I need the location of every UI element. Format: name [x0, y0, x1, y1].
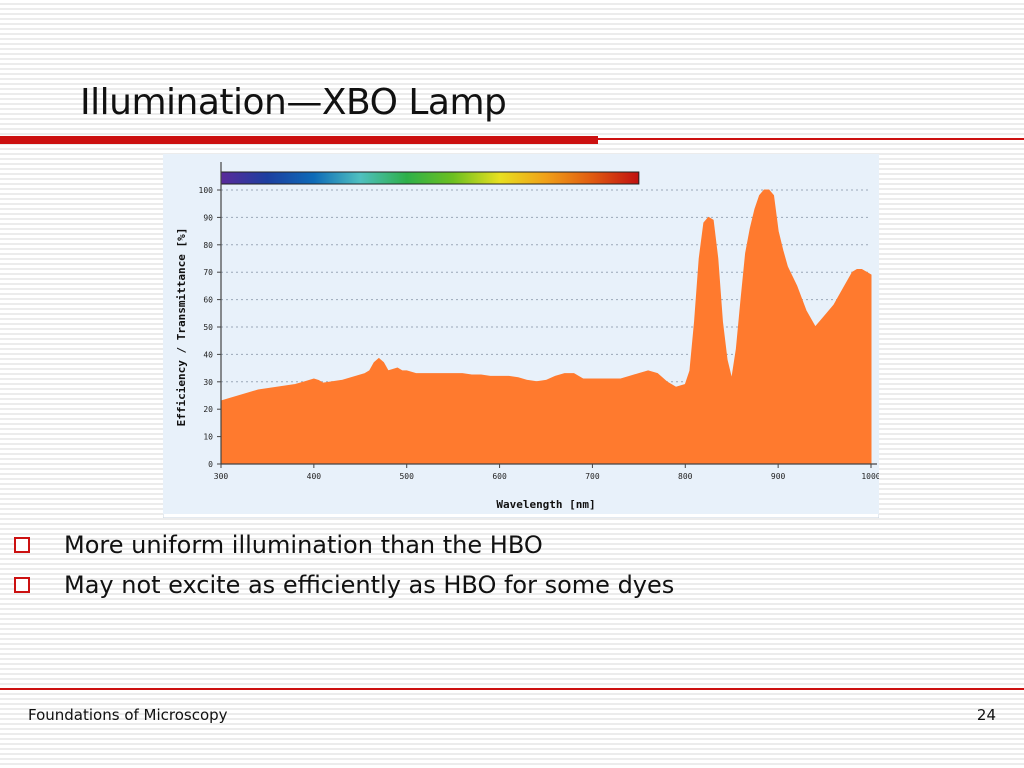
- y-tick-label: 20: [203, 405, 213, 414]
- x-tick-label: 800: [678, 472, 693, 481]
- footer-rule: [0, 688, 1024, 690]
- slide-title: Illumination—XBO Lamp: [80, 82, 507, 123]
- y-tick-label: 40: [203, 350, 213, 359]
- square-bullet-icon: [14, 577, 30, 593]
- y-tick-label: 70: [203, 268, 213, 277]
- bullet-list: More uniform illumination than the HBO M…: [14, 528, 674, 608]
- x-tick-label: 700: [585, 472, 600, 481]
- chart-container: 0 10 20 30 40 50 60 70 80 90 100 300 400 500 600 700 800…: [162, 153, 881, 519]
- x-tick-label: 900: [771, 472, 786, 481]
- efficiency-area: [220, 189, 872, 465]
- spectrum-bar: [220, 171, 640, 185]
- spectrum-chart: 0 10 20 30 40 50 60 70 80 90 100 300 400 500 600 700 800…: [162, 153, 881, 519]
- y-tick-label: 0: [208, 460, 213, 469]
- y-tick-label: 60: [203, 296, 213, 305]
- x-axis-label: Wavelength [nm]: [496, 498, 595, 511]
- page-number: 24: [976, 706, 996, 724]
- y-tick-label: 80: [203, 241, 213, 250]
- y-tick-label: 10: [203, 433, 213, 442]
- title-rule-thick: [0, 136, 598, 144]
- x-tick-label: 1000: [861, 472, 879, 481]
- title-rule-thin: [598, 138, 1024, 140]
- bullet-item: May not excite as efficiently as HBO for…: [14, 568, 674, 608]
- bullet-text: May not excite as efficiently as HBO for…: [64, 571, 675, 599]
- y-tick-label: 50: [203, 323, 213, 332]
- bullet-text: More uniform illumination than the HBO: [64, 531, 543, 559]
- y-tick-label: 100: [199, 186, 214, 195]
- y-tick-label: 90: [203, 213, 213, 222]
- bullet-item: More uniform illumination than the HBO: [14, 528, 674, 568]
- y-tick-label: 30: [203, 378, 213, 387]
- x-tick-label: 600: [492, 472, 507, 481]
- footer-title: Foundations of Microscopy: [28, 706, 228, 724]
- x-tick-label: 300: [214, 472, 229, 481]
- x-tick-label: 400: [307, 472, 322, 481]
- x-tick-label: 500: [399, 472, 414, 481]
- y-axis-label: Efficiency / Transmittance [%]: [175, 228, 188, 427]
- square-bullet-icon: [14, 537, 30, 553]
